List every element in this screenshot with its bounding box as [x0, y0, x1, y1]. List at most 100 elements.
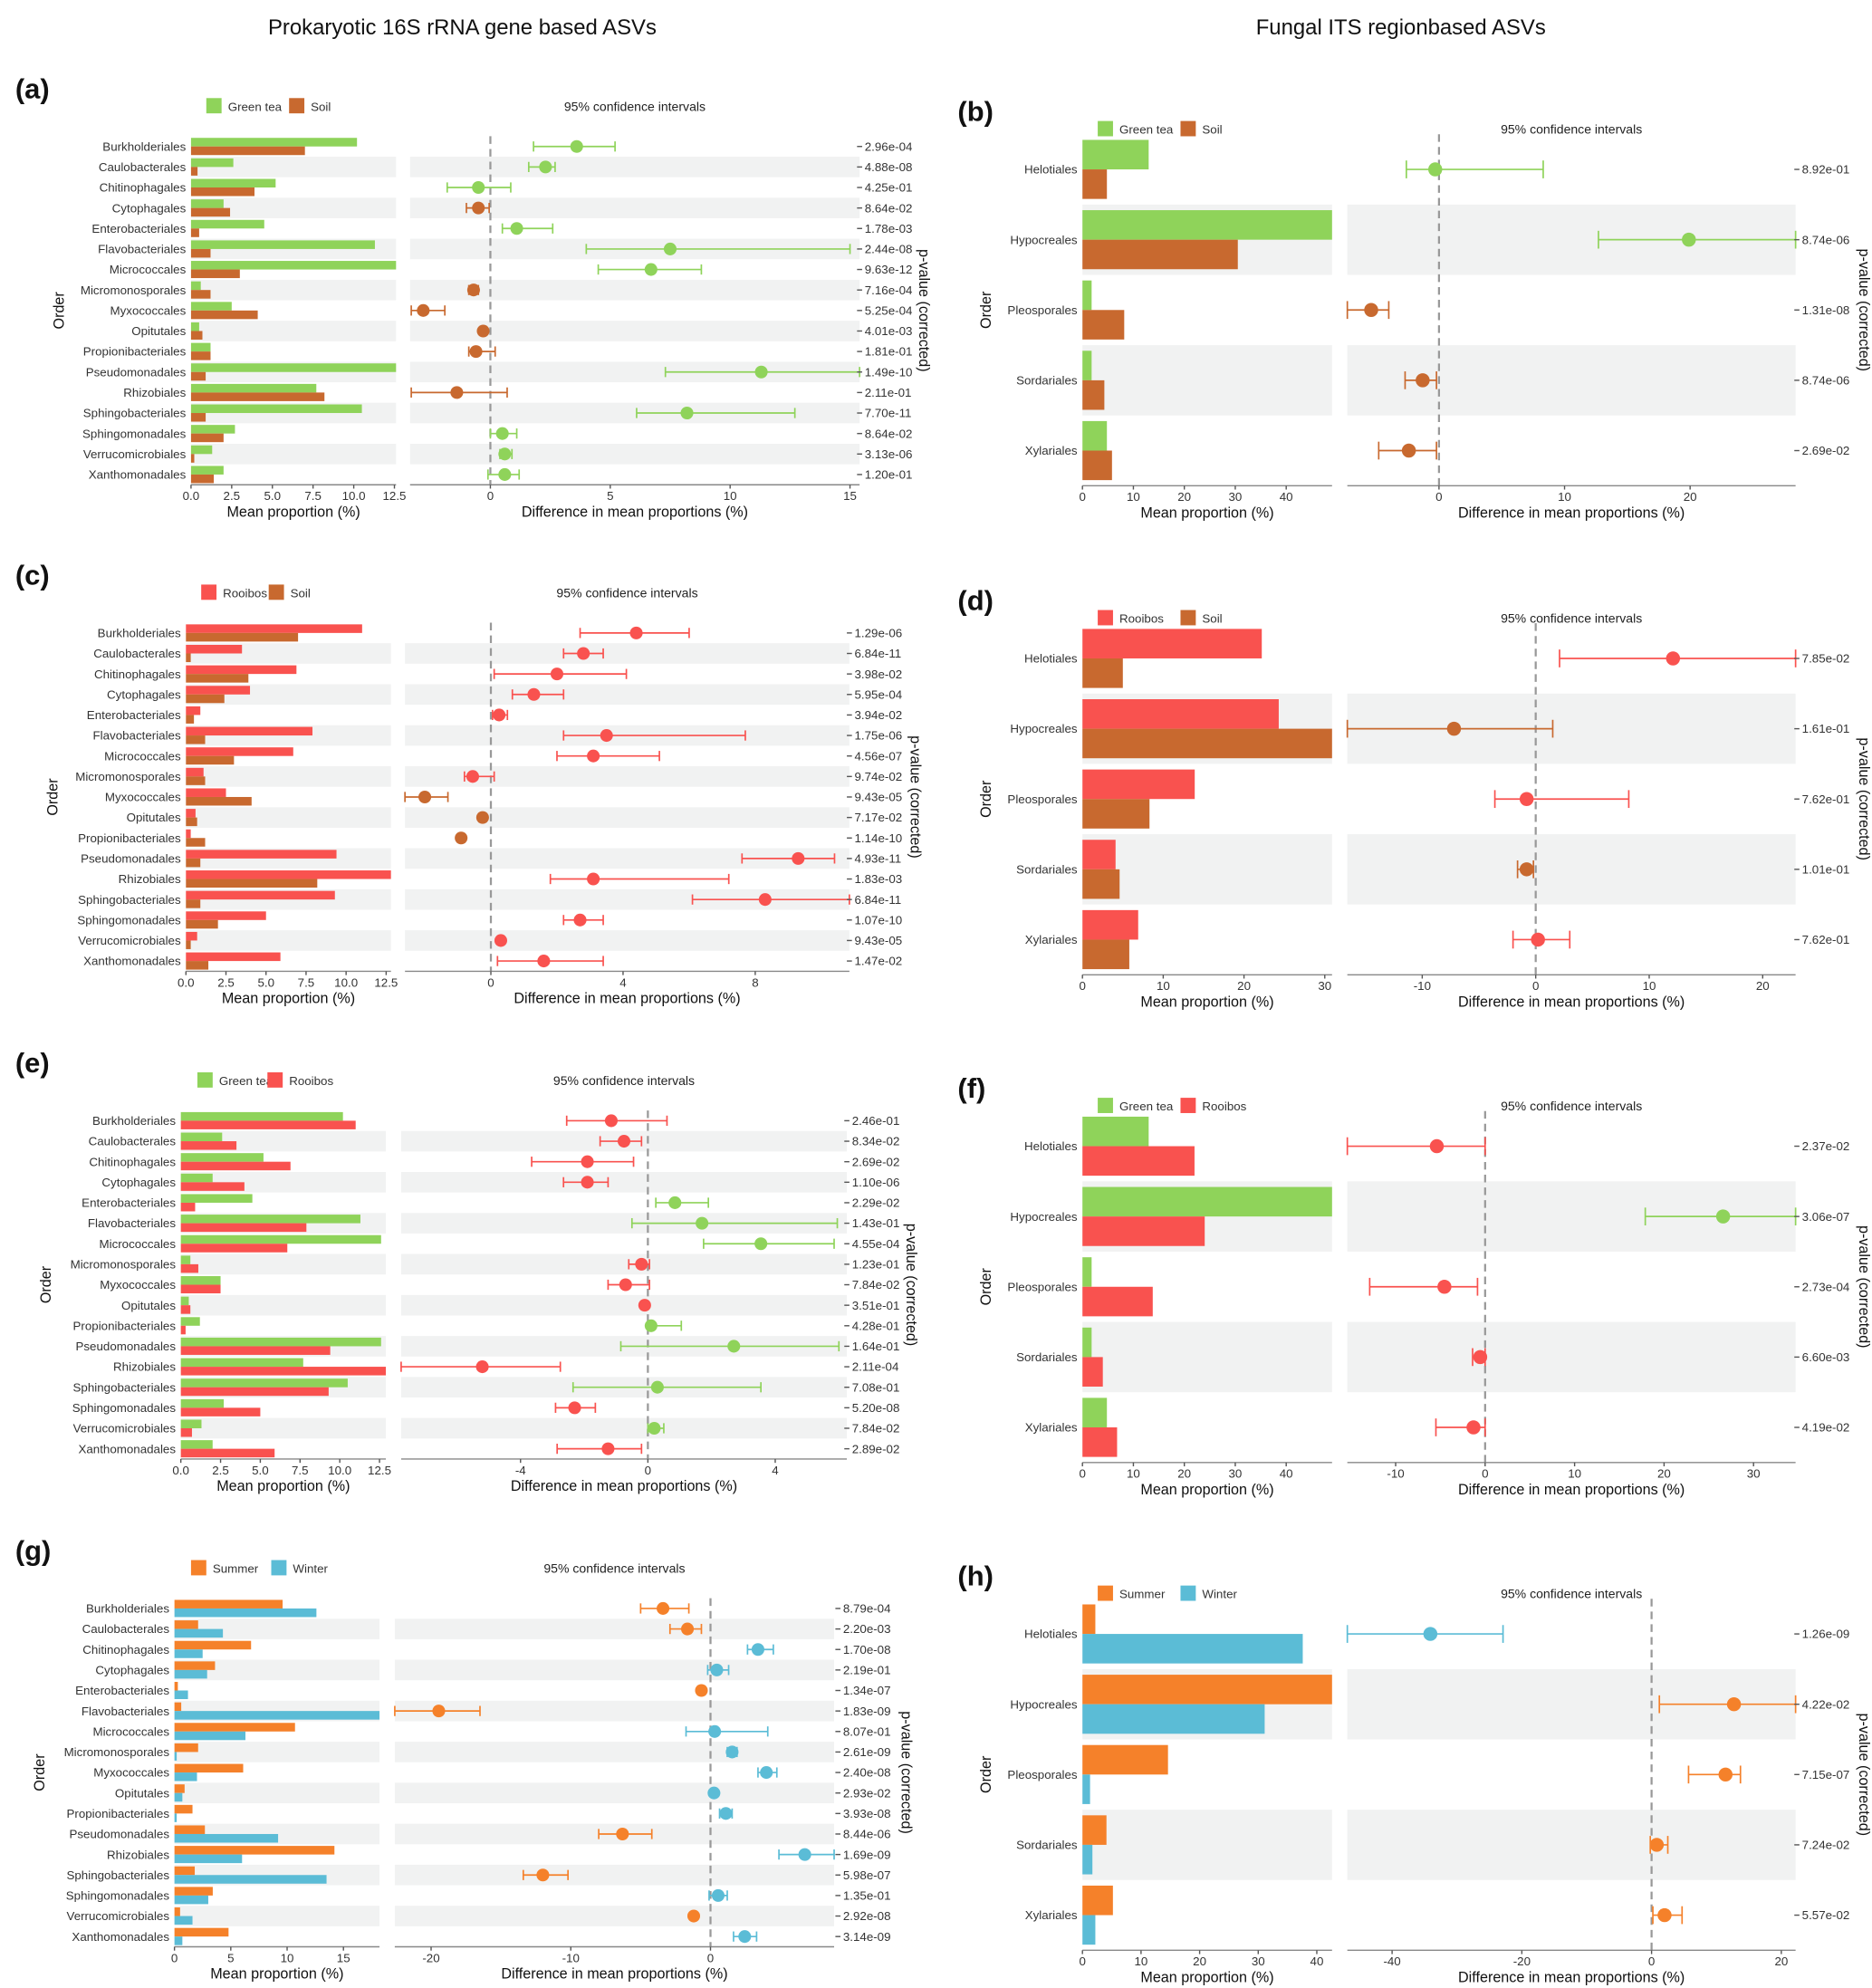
- bar-winter: [174, 1752, 178, 1761]
- row-label: Micromonosporales: [71, 1258, 177, 1272]
- diff-point: [573, 913, 587, 927]
- ci-title: 95% confidence intervals: [1501, 1099, 1642, 1113]
- row-stripe: [409, 402, 860, 424]
- bar-green-tea: [1082, 1327, 1092, 1358]
- row-stripe: [180, 1294, 387, 1316]
- bar-rooibos: [186, 829, 191, 839]
- diff-point: [536, 1868, 550, 1882]
- row-label: Chitinophagales: [82, 1643, 169, 1657]
- row-label: Burkholderiales: [92, 1114, 176, 1128]
- row-stripe: [394, 1782, 835, 1804]
- p-value: 9.74e-02: [855, 770, 903, 783]
- bar-green-tea: [190, 466, 224, 475]
- mean-tick-label: 5.0: [264, 489, 281, 503]
- ci-title: 95% confidence intervals: [1501, 122, 1642, 137]
- bar-summer: [174, 1661, 216, 1670]
- row-label: Verrucomicrobiales: [67, 1909, 170, 1923]
- diff-tick-label: 30: [1747, 1467, 1761, 1481]
- bar-green-tea: [180, 1215, 360, 1224]
- p-value: 4.25e-01: [865, 181, 913, 195]
- diff-point: [577, 647, 590, 660]
- legend-swatch-1: [267, 1071, 283, 1088]
- bar-green-tea: [180, 1111, 343, 1121]
- p-value: 2.11e-04: [852, 1360, 899, 1374]
- row-stripe: [186, 766, 391, 787]
- bar-rooibos: [186, 911, 266, 920]
- row-stripe: [409, 157, 860, 178]
- row-label: Flavobacteriales: [98, 243, 186, 256]
- mean-tick-label: 20: [1177, 1467, 1191, 1481]
- diff-point: [1726, 1696, 1742, 1712]
- row-label: Rhizobiales: [123, 386, 186, 399]
- bar-rooibos: [186, 931, 197, 941]
- mean-tick-label: 12.5: [374, 975, 398, 989]
- legend-label-1: Winter: [1202, 1588, 1237, 1601]
- diff-point: [601, 1442, 615, 1455]
- row-label: Pleosporales: [1007, 303, 1077, 317]
- legend-label-0: Green tea: [1119, 123, 1174, 137]
- p-value: 6.60e-03: [1802, 1350, 1850, 1364]
- row-label: Pseudomonadales: [69, 1828, 169, 1841]
- bar-rooibos: [1082, 1427, 1118, 1457]
- legend-label-0: Rooibos: [1119, 612, 1164, 626]
- row-label: Rhizobiales: [107, 1848, 169, 1861]
- row-label: Sphingomonadales: [77, 913, 181, 927]
- mean-tick-label: 0: [1079, 1467, 1085, 1481]
- p-value: 7.84e-02: [852, 1422, 900, 1436]
- bar-soil: [186, 653, 191, 663]
- ci-title: 95% confidence intervals: [564, 99, 706, 113]
- bar-green-tea: [190, 240, 375, 249]
- p-axis-title: p-value (corrected): [1856, 1225, 1872, 1349]
- bar-soil: [1082, 450, 1112, 481]
- bar-summer: [174, 1825, 206, 1834]
- mean-tick-label: 0.0: [172, 1464, 189, 1477]
- row-stripe: [400, 1253, 848, 1275]
- panel-h: (h) Summer Winter 95% confidence intervals H…: [957, 1561, 1872, 1986]
- row-stripe: [409, 443, 860, 465]
- row-stripe: [394, 1659, 835, 1681]
- row-stripe: [405, 766, 850, 787]
- row-label: Sphingomonadales: [72, 1401, 177, 1415]
- mean-tick-label: 12.5: [368, 1464, 391, 1477]
- p-value: 7.15e-07: [1802, 1768, 1850, 1782]
- row-label: Myxococcales: [105, 791, 181, 804]
- mean-axis-title: Mean proportion (%): [222, 991, 355, 1007]
- p-value: 5.98e-07: [843, 1868, 891, 1882]
- diff-point: [638, 1299, 651, 1312]
- diff-tick-label: 8: [752, 975, 758, 989]
- panel-label: (g): [15, 1535, 51, 1567]
- diff-tick-label: 15: [843, 489, 857, 503]
- p-value: 8.92e-01: [1802, 163, 1850, 177]
- diff-point: [472, 201, 485, 215]
- row-stripe: [174, 1618, 380, 1639]
- row-label: Sordariales: [1016, 374, 1078, 388]
- row-label: Pseudomonadales: [81, 852, 181, 866]
- diff-tick-label: 4: [619, 975, 627, 989]
- bar-soil: [186, 919, 218, 929]
- diff-tick-label: -20: [422, 1951, 439, 1964]
- y-axis-title: Order: [978, 1268, 994, 1306]
- diff-point: [472, 180, 485, 195]
- p-value: 2.93e-02: [843, 1786, 891, 1800]
- bar-soil: [186, 694, 225, 704]
- bar-soil: [186, 735, 206, 744]
- diff-point: [493, 708, 506, 722]
- diff-point: [686, 1909, 701, 1923]
- diff-point: [498, 467, 512, 481]
- y-axis-title: Order: [38, 1265, 54, 1303]
- bar-rooibos: [180, 1284, 221, 1294]
- p-value: 9.43e-05: [855, 934, 903, 947]
- row-label: Verrucomicrobiales: [78, 934, 181, 947]
- bar-green-tea: [190, 138, 358, 147]
- bar-summer: [174, 1804, 193, 1814]
- diff-point: [1666, 651, 1681, 666]
- bar-soil: [186, 755, 235, 765]
- diff-tick-label: 4: [772, 1464, 779, 1477]
- bar-green-tea: [180, 1378, 348, 1388]
- row-stripe: [394, 1906, 835, 1926]
- mean-tick-label: 10.0: [334, 975, 358, 989]
- diff-axis-title: Difference in mean proportions (%): [1458, 504, 1685, 521]
- row-label: Sphingobacteriales: [66, 1868, 169, 1882]
- ci-title: 95% confidence intervals: [1501, 1587, 1642, 1601]
- p-value: 2.69e-02: [1802, 444, 1850, 457]
